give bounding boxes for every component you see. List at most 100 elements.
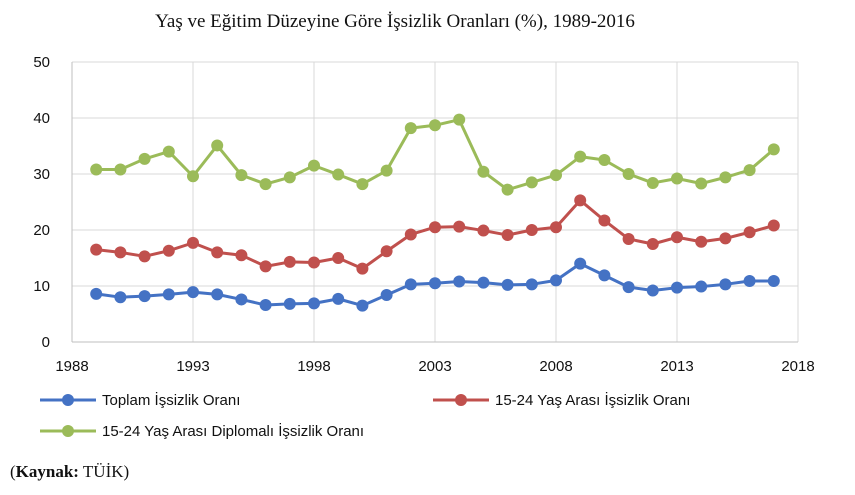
data-point [574, 257, 587, 270]
legend-marker [62, 394, 74, 406]
data-point [404, 122, 417, 135]
data-point [550, 221, 562, 234]
data-point [501, 229, 514, 242]
x-tick-label: 2003 [418, 358, 451, 375]
data-point [380, 288, 393, 301]
data-point [211, 288, 224, 301]
axes: 0 10 20 30 40 50 1988 1993 1998 2003 2008 2013 2018 [33, 54, 814, 375]
data-point [598, 154, 611, 166]
data-point [90, 287, 103, 300]
data-point [719, 171, 732, 184]
y-tick-label: 30 [33, 166, 50, 183]
data-point [380, 245, 393, 258]
series-2 [90, 194, 780, 275]
data-point [114, 163, 127, 176]
data-point [162, 244, 175, 257]
data-point [622, 232, 635, 245]
data-point [429, 119, 441, 132]
data-point [671, 231, 683, 244]
chart-title: Yaş ve Eğitim Düzeyine Göre İşsizlik Ora… [155, 11, 635, 32]
data-point [574, 194, 587, 207]
data-point [308, 256, 320, 269]
x-tick-label: 1988 [55, 358, 88, 375]
data-point [187, 170, 199, 183]
data-point [138, 250, 151, 263]
data-point [719, 232, 732, 245]
data-point [501, 278, 514, 291]
x-tick-label: 2008 [539, 358, 572, 375]
y-tick-label: 40 [33, 110, 50, 127]
data-point [477, 276, 490, 289]
x-tick-label: 1998 [297, 358, 330, 375]
data-point [622, 168, 635, 180]
y-tick-label: 10 [33, 278, 50, 295]
data-point [235, 249, 248, 262]
data-point [646, 284, 659, 297]
data-point [598, 269, 611, 282]
data-point [308, 159, 320, 172]
legend-label: 15-24 Yaş Arası İşsizlik Oranı [495, 391, 690, 409]
data-point [332, 252, 345, 264]
data-point [574, 150, 587, 163]
data-point [138, 290, 151, 303]
source-note: (Kaynak: TÜİK) [10, 462, 130, 481]
data-point [453, 220, 466, 233]
data-point [187, 286, 199, 299]
data-point [332, 168, 345, 181]
data-point [283, 171, 296, 184]
data-point [283, 297, 296, 310]
data-point [695, 177, 708, 190]
data-point [356, 299, 369, 312]
data-point [162, 288, 175, 301]
data-point [695, 280, 708, 293]
data-point [332, 292, 345, 305]
data-point [138, 152, 151, 165]
legend-label: Toplam İşsizlik Oranı [102, 391, 240, 409]
data-point [90, 243, 103, 256]
data-point [259, 299, 272, 312]
data-point [308, 297, 320, 310]
data-point [525, 224, 538, 236]
legend-marker [62, 425, 74, 437]
source-label: Kaynak: [15, 462, 79, 481]
data-point [743, 164, 756, 177]
data-point [453, 275, 466, 288]
data-point [743, 226, 756, 239]
data-point [767, 143, 780, 156]
legend-item: 15-24 Yaş Arası Diplomalı İşsizlik Oranı [40, 422, 364, 440]
data-point [646, 238, 659, 250]
series-3 [90, 113, 780, 196]
data-point [114, 246, 127, 259]
data-point [525, 278, 538, 291]
data-point [259, 260, 272, 273]
data-point [671, 172, 683, 185]
data-point [114, 291, 127, 304]
data-point [767, 274, 780, 287]
legend-marker [455, 394, 467, 406]
data-point [767, 219, 780, 232]
data-point [283, 255, 296, 268]
data-point [429, 277, 441, 290]
data-point [501, 183, 514, 196]
data-point [550, 169, 562, 182]
data-point [211, 139, 224, 152]
data-point [719, 278, 732, 291]
data-point [235, 293, 248, 306]
data-point [356, 178, 369, 191]
x-tick-label: 2013 [660, 358, 693, 375]
data-point [598, 214, 611, 227]
legend-item: 15-24 Yaş Arası İşsizlik Oranı [433, 391, 690, 409]
legend: Toplam İşsizlik Oranı 15-24 Yaş Arası İşs… [40, 391, 690, 440]
data-point [477, 165, 490, 178]
data-point [90, 163, 103, 176]
data-point [550, 274, 562, 287]
data-point [695, 235, 708, 248]
data-point [743, 274, 756, 287]
data-point [259, 178, 272, 191]
data-point [187, 236, 199, 249]
y-tick-label: 0 [42, 334, 50, 351]
data-point [429, 221, 441, 234]
data-point [162, 145, 175, 158]
data-point [356, 262, 369, 275]
